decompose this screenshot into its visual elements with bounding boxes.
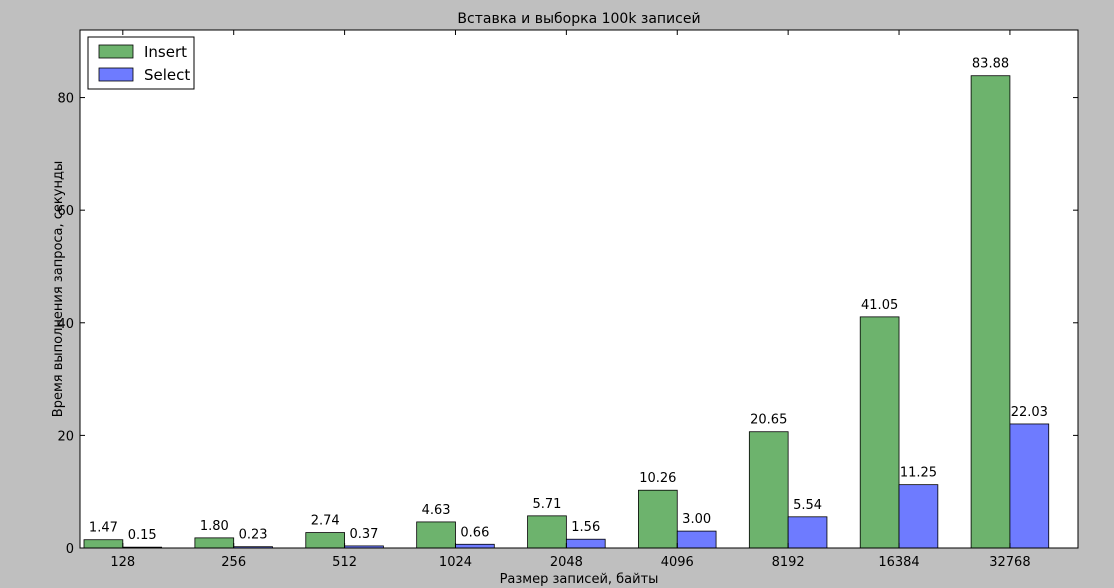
bar-insert-32768 xyxy=(970,75,1011,549)
x-tick-label-1024: 1024 xyxy=(439,555,472,570)
data-label-select-8192: 5.54 xyxy=(793,498,822,513)
x-tick-label-32768: 32768 xyxy=(989,555,1030,570)
x-axis: 128 256 512 1024 2048 4096 8192 16384 32768 xyxy=(110,30,1031,570)
x-tick-label-128: 128 xyxy=(110,555,135,570)
data-label-insert-1024: 4.63 xyxy=(422,503,451,518)
x-tick-label-2048: 2048 xyxy=(550,555,583,570)
x-axis-label: Размер записей, байты xyxy=(500,572,659,587)
data-label-insert-256: 1.80 xyxy=(200,519,229,534)
legend-label-select: Select xyxy=(144,66,190,84)
bar-insert-512 xyxy=(305,532,345,549)
data-label-insert-16384: 41.05 xyxy=(861,298,898,313)
legend-swatch-select xyxy=(98,67,134,82)
bar-insert-1024 xyxy=(416,521,456,549)
bar-insert-256 xyxy=(194,537,235,549)
legend-label-insert: Insert xyxy=(144,43,187,61)
chart-title: Вставка и выборка 100k записей xyxy=(457,11,700,27)
y-axis-label: Время выполнения запроса, секунды xyxy=(51,161,66,417)
y-tick-label-0: 0 xyxy=(66,542,74,557)
plot-area xyxy=(80,30,1078,548)
bar-select-2048 xyxy=(565,538,606,549)
x-tick-label-256: 256 xyxy=(221,555,246,570)
x-tick-label-8192: 8192 xyxy=(772,555,805,570)
plot-frame xyxy=(79,29,1079,549)
data-label-select-1024: 0.66 xyxy=(460,525,489,540)
data-label-insert-4096: 10.26 xyxy=(639,471,676,486)
bar-select-16384 xyxy=(898,484,939,549)
data-label-select-128: 0.15 xyxy=(128,528,157,543)
bar-insert-8192 xyxy=(748,431,789,549)
y-tick-label-60: 60 xyxy=(57,204,74,219)
data-label-select-32768: 22.03 xyxy=(1011,405,1048,420)
bar-select-32768 xyxy=(1009,423,1050,549)
data-label-select-512: 0.37 xyxy=(350,527,379,542)
legend: Insert Select xyxy=(87,36,195,90)
bar-select-4096 xyxy=(676,530,717,549)
data-label-select-16384: 11.25 xyxy=(900,466,937,481)
bars-layer xyxy=(83,75,1050,549)
data-label-insert-32768: 83.88 xyxy=(972,57,1009,72)
data-labels-layer: 1.47 0.15 1.80 0.23 2.74 0.37 4.63 0.66 5.71 1.56… xyxy=(89,57,1048,543)
bar-insert-4096 xyxy=(638,489,678,549)
y-tick-label-40: 40 xyxy=(57,317,74,332)
bar-insert-128 xyxy=(83,539,124,549)
data-label-insert-2048: 5.71 xyxy=(532,497,561,512)
data-label-select-4096: 3.00 xyxy=(682,512,711,527)
data-label-insert-8192: 20.65 xyxy=(750,413,787,428)
y-tick-label-80: 80 xyxy=(57,92,74,107)
x-tick-label-16384: 16384 xyxy=(878,555,919,570)
legend-swatch-insert xyxy=(98,44,134,59)
data-label-insert-128: 1.47 xyxy=(89,521,118,536)
bar-select-1024 xyxy=(455,543,495,549)
y-axis: 0 20 40 60 80 xyxy=(57,92,1078,557)
x-tick-label-4096: 4096 xyxy=(661,555,694,570)
x-tick-label-512: 512 xyxy=(332,555,357,570)
data-label-select-256: 0.23 xyxy=(239,528,268,543)
bar-insert-16384 xyxy=(859,316,900,549)
bar-select-8192 xyxy=(787,516,828,549)
data-label-select-2048: 1.56 xyxy=(571,520,600,535)
data-label-insert-512: 2.74 xyxy=(311,514,340,529)
y-tick-label-20: 20 xyxy=(57,429,74,444)
bar-insert-2048 xyxy=(527,515,567,549)
